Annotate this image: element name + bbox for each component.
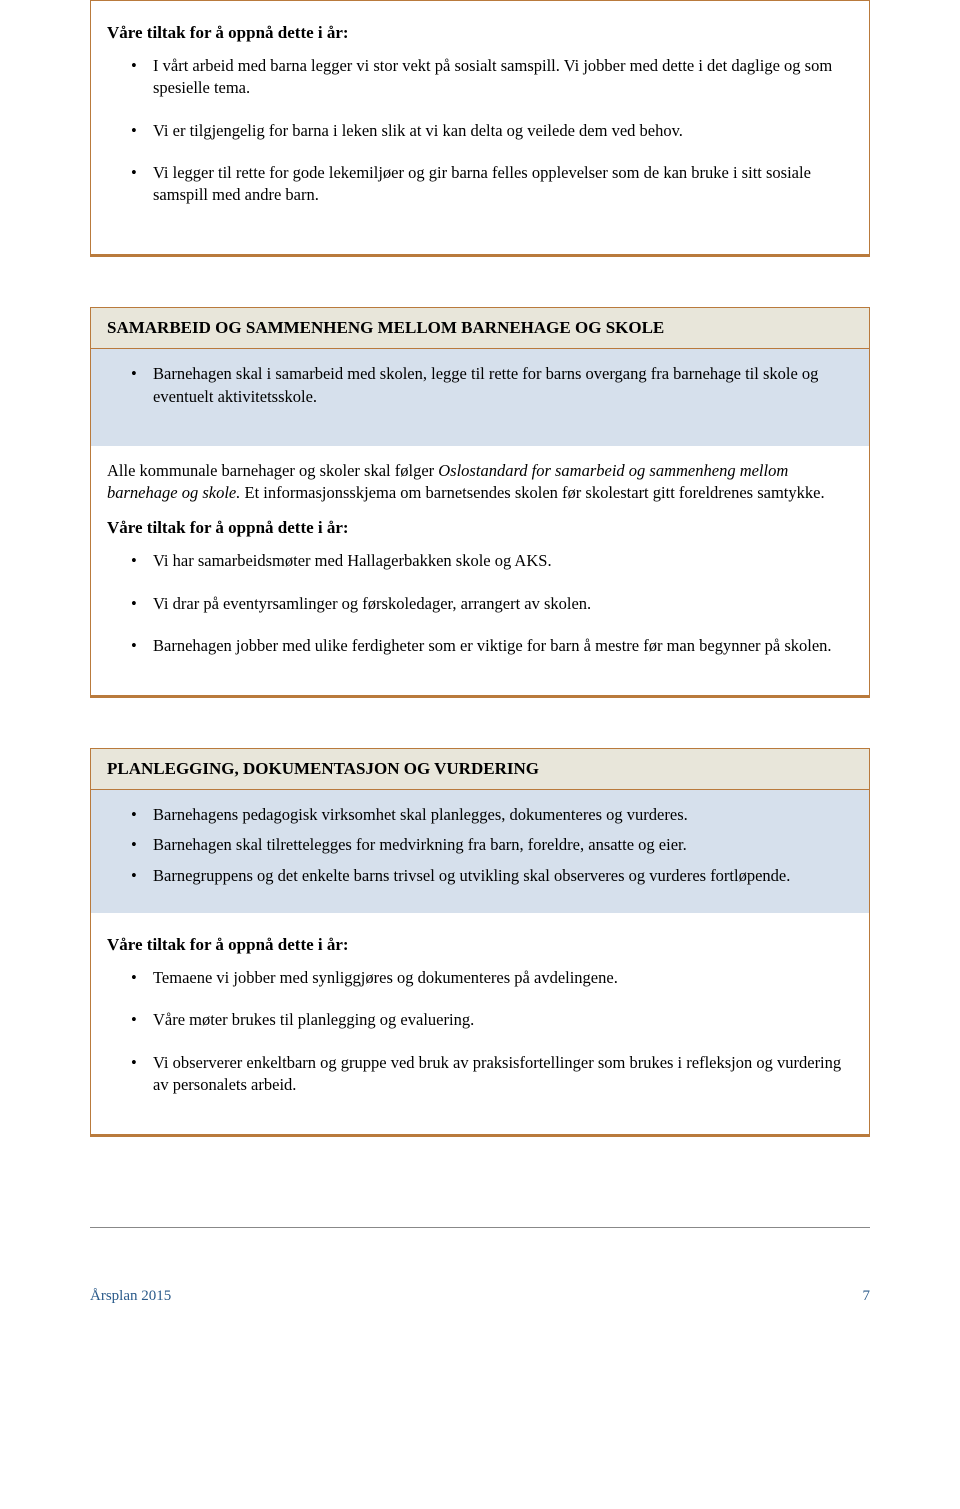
list-item: Barnehagens pedagogisk virksomhet skal p…: [131, 804, 853, 826]
list-item: Temaene vi jobber med synliggjøres og do…: [131, 967, 853, 989]
list-item: Vi drar på eventyrsamlinger og førskoled…: [131, 593, 853, 615]
list-item: I vårt arbeid med barna legger vi stor v…: [131, 55, 853, 100]
box1-inner: Våre tiltak for å oppnå dette i år: I vå…: [91, 1, 869, 254]
list-item: Barnegruppens og det enkelte barns trivs…: [131, 865, 853, 887]
list-item: Vi legger til rette for gode lekemiljøer…: [131, 162, 853, 207]
box1-lead: Våre tiltak for å oppnå dette i år:: [107, 23, 853, 43]
list-item: Vi observerer enkeltbarn og gruppe ved b…: [131, 1052, 853, 1097]
para-post: Et informasjonsskjema om barnetsendes sk…: [240, 483, 824, 502]
box-planlegging: PLANLEGGING, DOKUMENTASJON OG VURDERING …: [90, 748, 870, 1137]
list-item: Våre møter brukes til planlegging og eva…: [131, 1009, 853, 1031]
para-pre: Alle kommunale barnehager og skoler skal…: [107, 461, 438, 480]
box2-intro-list: Barnehagen skal i samarbeid med skolen, …: [107, 363, 853, 408]
list-item: Vi er tilgjengelig for barna i leken sli…: [131, 120, 853, 142]
box3-intro-list: Barnehagens pedagogisk virksomhet skal p…: [107, 804, 853, 887]
footer-left: Årsplan 2015: [90, 1288, 171, 1305]
box3-body: Våre tiltak for å oppnå dette i år: Tema…: [91, 913, 869, 1134]
page-content: Våre tiltak for å oppnå dette i år: I vå…: [0, 0, 960, 1227]
list-item: Barnehagen skal tilrettelegges for medvi…: [131, 834, 853, 856]
box2-list: Vi har samarbeidsmøter med Hallagerbakke…: [107, 550, 853, 657]
box2-intro: Barnehagen skal i samarbeid med skolen, …: [91, 349, 869, 446]
footer-page-number: 7: [863, 1288, 871, 1305]
list-item: Vi har samarbeidsmøter med Hallagerbakke…: [131, 550, 853, 572]
list-item: Barnehagen skal i samarbeid med skolen, …: [131, 363, 853, 408]
box2-lead: Våre tiltak for å oppnå dette i år:: [107, 518, 853, 538]
box3-intro: Barnehagens pedagogisk virksomhet skal p…: [91, 790, 869, 913]
box2-title: SAMARBEID OG SAMMENHENG MELLOM BARNEHAGE…: [91, 308, 869, 349]
box2-body: Alle kommunale barnehager og skoler skal…: [91, 446, 869, 695]
box-samarbeid: SAMARBEID OG SAMMENHENG MELLOM BARNEHAGE…: [90, 307, 870, 698]
box2-para: Alle kommunale barnehager og skoler skal…: [107, 460, 853, 505]
box3-lead: Våre tiltak for å oppnå dette i år:: [107, 935, 853, 955]
box-tiltak-1: Våre tiltak for å oppnå dette i år: I vå…: [90, 0, 870, 257]
box1-list: I vårt arbeid med barna legger vi stor v…: [107, 55, 853, 206]
page-footer: Årsplan 2015 7: [0, 1228, 960, 1325]
box3-title: PLANLEGGING, DOKUMENTASJON OG VURDERING: [91, 749, 869, 790]
box3-list: Temaene vi jobber med synliggjøres og do…: [107, 967, 853, 1096]
list-item: Barnehagen jobber med ulike ferdigheter …: [131, 635, 853, 657]
